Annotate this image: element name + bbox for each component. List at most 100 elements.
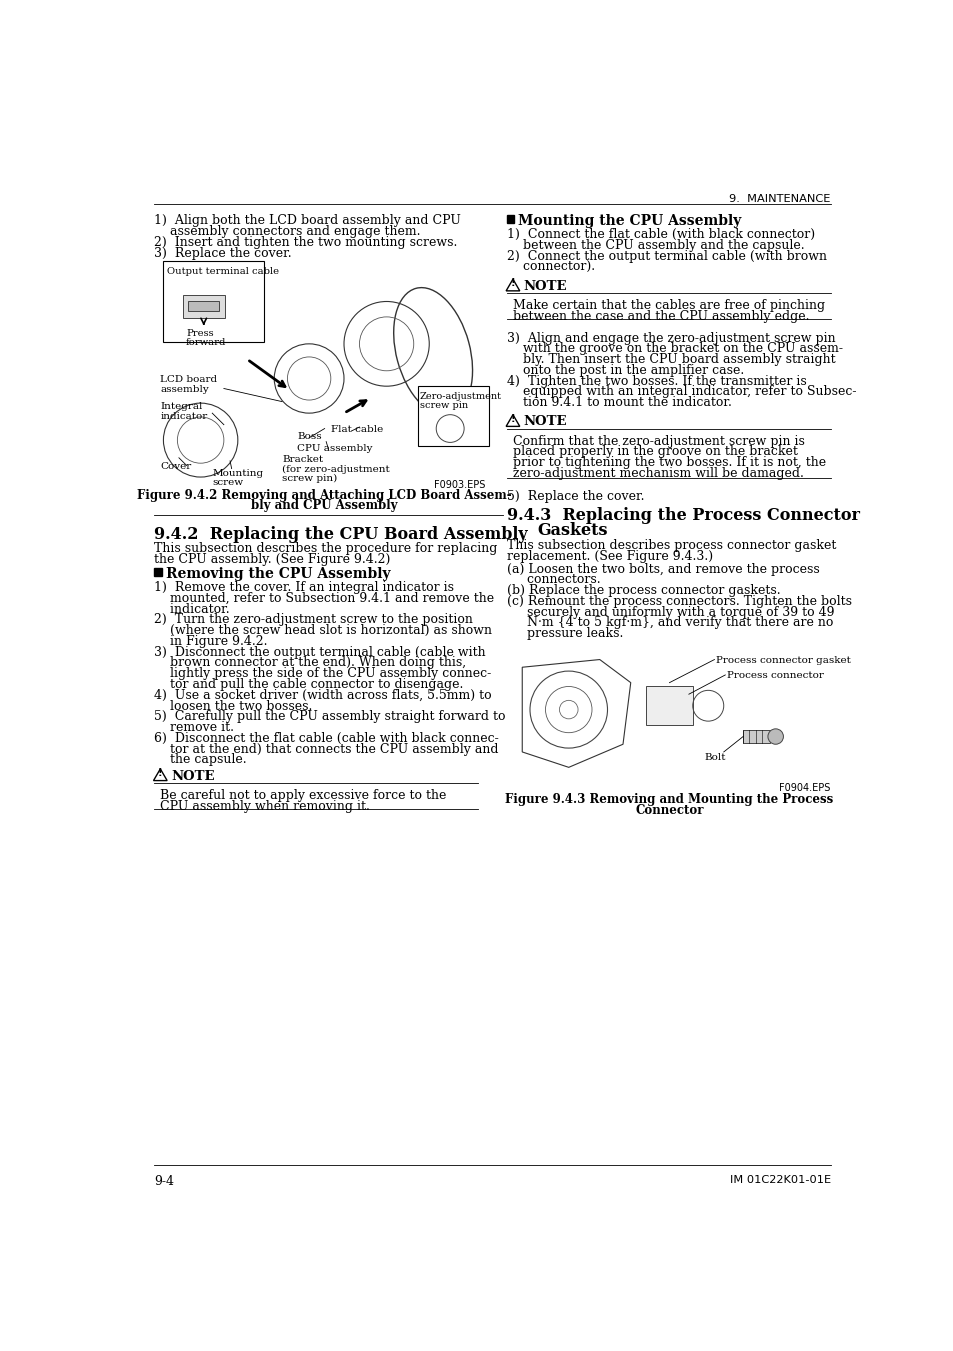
- Text: 5)  Replace the cover.: 5) Replace the cover.: [506, 490, 643, 503]
- Text: 1)  Align both the LCD board assembly and CPU: 1) Align both the LCD board assembly and…: [154, 215, 460, 227]
- Text: screw pin): screw pin): [282, 474, 337, 484]
- Text: tion 9.4.1 to mount the indicator.: tion 9.4.1 to mount the indicator.: [506, 396, 731, 409]
- Text: lightly press the side of the CPU assembly connec-: lightly press the side of the CPU assemb…: [154, 667, 491, 681]
- Bar: [188, 301, 219, 311]
- Bar: [645, 686, 692, 725]
- Text: between the case and the CPU assembly edge.: between the case and the CPU assembly ed…: [513, 309, 808, 323]
- Text: the CPU assembly. (See Figure 9.4.2): the CPU assembly. (See Figure 9.4.2): [154, 554, 390, 566]
- Text: 9.4.2  Replacing the CPU Board Assembly: 9.4.2 Replacing the CPU Board Assembly: [154, 526, 527, 543]
- Text: NOTE: NOTE: [171, 770, 214, 782]
- Text: Process connector gasket: Process connector gasket: [716, 655, 850, 665]
- Text: NOTE: NOTE: [523, 416, 567, 428]
- Text: Gaskets: Gaskets: [537, 523, 608, 539]
- Text: indicator: indicator: [160, 412, 208, 420]
- Bar: [417, 386, 488, 446]
- Text: screw pin: screw pin: [419, 401, 468, 409]
- Text: 4)  Tighten the two bosses. If the transmitter is: 4) Tighten the two bosses. If the transm…: [506, 374, 805, 388]
- Text: 6)  Disconnect the flat cable (cable with black connec-: 6) Disconnect the flat cable (cable with…: [154, 732, 498, 744]
- Text: Zero-adjustment: Zero-adjustment: [419, 392, 501, 401]
- Text: Integral: Integral: [160, 401, 202, 411]
- Text: (where the screw head slot is horizontal) as shown: (where the screw head slot is horizontal…: [154, 624, 492, 638]
- Text: Confirm that the zero-adjustment screw pin is: Confirm that the zero-adjustment screw p…: [513, 435, 804, 447]
- Text: the capsule.: the capsule.: [154, 754, 247, 766]
- Text: Process connector: Process connector: [726, 671, 822, 680]
- Text: Flat cable: Flat cable: [331, 426, 383, 435]
- Text: connector).: connector).: [506, 261, 595, 274]
- Text: Make certain that the cables are free of pinching: Make certain that the cables are free of…: [513, 299, 824, 312]
- Text: with the groove on the bracket on the CPU assem-: with the groove on the bracket on the CP…: [506, 342, 841, 355]
- Text: !: !: [158, 769, 162, 778]
- Text: 1)  Remove the cover. If an integral indicator is: 1) Remove the cover. If an integral indi…: [154, 581, 454, 594]
- Text: Be careful not to apply excessive force to the: Be careful not to apply excessive force …: [160, 789, 446, 802]
- Bar: [163, 261, 264, 342]
- Text: 9-4: 9-4: [154, 1175, 174, 1189]
- Text: Removing the CPU Assembly: Removing the CPU Assembly: [166, 567, 390, 581]
- Text: tor and pull the cable connector to disengage.: tor and pull the cable connector to dise…: [154, 678, 463, 690]
- Text: CPU assembly when removing it.: CPU assembly when removing it.: [160, 800, 370, 813]
- Text: CPU assembly: CPU assembly: [297, 444, 373, 453]
- Bar: [742, 731, 769, 743]
- Text: connectors.: connectors.: [506, 573, 599, 586]
- Text: Bolt: Bolt: [703, 754, 725, 762]
- Text: Figure 9.4.3 Removing and Mounting the Process: Figure 9.4.3 Removing and Mounting the P…: [505, 793, 833, 805]
- Text: pressure leaks.: pressure leaks.: [506, 627, 622, 640]
- Text: Bracket: Bracket: [282, 455, 323, 465]
- Text: equipped with an integral indicator, refer to Subsec-: equipped with an integral indicator, ref…: [506, 385, 856, 399]
- Text: 3)  Align and engage the zero-adjustment screw pin: 3) Align and engage the zero-adjustment …: [506, 331, 835, 345]
- Text: 2)  Insert and tighten the two mounting screws.: 2) Insert and tighten the two mounting s…: [154, 236, 457, 249]
- Text: tor at the end) that connects the CPU assembly and: tor at the end) that connects the CPU as…: [154, 743, 498, 755]
- Text: 3)  Disconnect the output terminal cable (cable with: 3) Disconnect the output terminal cable …: [154, 646, 485, 659]
- Circle shape: [767, 728, 782, 744]
- Text: Mounting the CPU Assembly: Mounting the CPU Assembly: [517, 215, 741, 228]
- Text: 9.  MAINTENANCE: 9. MAINTENANCE: [728, 195, 830, 204]
- Text: assembly: assembly: [160, 385, 209, 393]
- Text: zero-adjustment mechanism will be damaged.: zero-adjustment mechanism will be damage…: [513, 467, 803, 480]
- Text: bly. Then insert the CPU board assembly straight: bly. Then insert the CPU board assembly …: [506, 353, 835, 366]
- Text: (b) Replace the process connector gaskets.: (b) Replace the process connector gasket…: [506, 584, 780, 597]
- Text: screw: screw: [212, 478, 243, 486]
- Text: Figure 9.4.2 Removing and Attaching LCD Board Assem-: Figure 9.4.2 Removing and Attaching LCD …: [137, 489, 512, 501]
- Text: Cover: Cover: [160, 462, 192, 470]
- Text: brown connector at the end). When doing this,: brown connector at the end). When doing …: [154, 657, 466, 670]
- Text: NOTE: NOTE: [523, 280, 567, 293]
- Text: This subsection describes process connector gasket: This subsection describes process connec…: [506, 539, 835, 553]
- Bar: [183, 296, 225, 319]
- Text: loosen the two bosses.: loosen the two bosses.: [154, 700, 313, 712]
- Text: F0904.EPS: F0904.EPS: [779, 782, 830, 793]
- Text: indicator.: indicator.: [154, 603, 230, 616]
- Text: !: !: [510, 413, 515, 424]
- Text: (a) Loosen the two bolts, and remove the process: (a) Loosen the two bolts, and remove the…: [506, 562, 819, 576]
- Text: in Figure 9.4.2.: in Figure 9.4.2.: [154, 635, 268, 648]
- Text: (for zero-adjustment: (for zero-adjustment: [282, 465, 390, 474]
- Text: assembly connectors and engage them.: assembly connectors and engage them.: [154, 226, 420, 238]
- Text: F0903.EPS: F0903.EPS: [434, 480, 485, 490]
- Text: placed properly in the groove on the bracket: placed properly in the groove on the bra…: [513, 446, 797, 458]
- Text: 3)  Replace the cover.: 3) Replace the cover.: [154, 247, 292, 259]
- Text: securely and uniformly with a torque of 39 to 49: securely and uniformly with a torque of …: [506, 605, 833, 619]
- Text: Output terminal cable: Output terminal cable: [167, 267, 278, 276]
- Text: between the CPU assembly and the capsule.: between the CPU assembly and the capsule…: [506, 239, 803, 253]
- Text: 2)  Turn the zero-adjustment screw to the position: 2) Turn the zero-adjustment screw to the…: [154, 613, 473, 627]
- Text: N·m {4 to 5 kgf·m}, and verify that there are no: N·m {4 to 5 kgf·m}, and verify that ther…: [506, 616, 832, 630]
- Text: This subsection describes the procedure for replacing: This subsection describes the procedure …: [154, 543, 497, 555]
- Text: replacement. (See Figure 9.4.3.): replacement. (See Figure 9.4.3.): [506, 550, 712, 563]
- Text: 2)  Connect the output terminal cable (with brown: 2) Connect the output terminal cable (wi…: [506, 250, 826, 263]
- Text: Mounting: Mounting: [212, 469, 263, 478]
- Text: 5)  Carefully pull the CPU assembly straight forward to: 5) Carefully pull the CPU assembly strai…: [154, 711, 505, 723]
- Text: !: !: [510, 278, 515, 289]
- Text: remove it.: remove it.: [154, 721, 233, 734]
- Text: bly and CPU Assembly: bly and CPU Assembly: [251, 500, 397, 512]
- Text: 1)  Connect the flat cable (with black connector): 1) Connect the flat cable (with black co…: [506, 228, 814, 242]
- Bar: [154, 567, 162, 576]
- Text: onto the post in the amplifier case.: onto the post in the amplifier case.: [506, 363, 743, 377]
- Bar: [506, 215, 514, 223]
- Text: forward: forward: [185, 338, 225, 347]
- Text: (c) Remount the process connectors. Tighten the bolts: (c) Remount the process connectors. Tigh…: [506, 594, 851, 608]
- Text: LCD board: LCD board: [160, 374, 217, 384]
- Text: mounted, refer to Subsection 9.4.1 and remove the: mounted, refer to Subsection 9.4.1 and r…: [154, 592, 494, 605]
- Text: IM 01C22K01-01E: IM 01C22K01-01E: [729, 1175, 830, 1185]
- Text: Boss: Boss: [297, 432, 322, 442]
- Text: Press: Press: [187, 330, 214, 338]
- Text: Connector: Connector: [635, 804, 703, 816]
- Text: 4)  Use a socket driver (width across flats, 5.5mm) to: 4) Use a socket driver (width across fla…: [154, 689, 491, 701]
